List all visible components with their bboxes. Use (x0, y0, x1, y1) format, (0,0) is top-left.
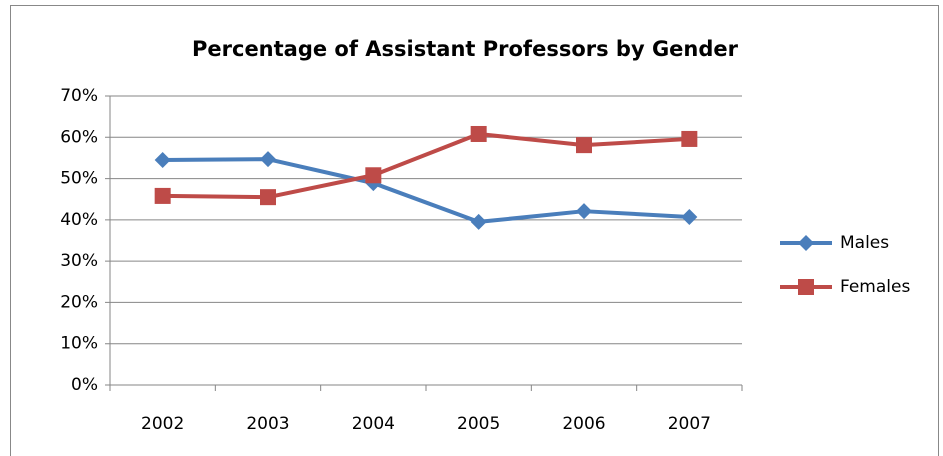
legend-label: Males (840, 233, 889, 253)
x-tick-label: 2003 (246, 414, 289, 434)
series-line (162, 131, 690, 200)
y-tick-label: 40% (60, 210, 98, 230)
y-tick-label: 20% (60, 292, 98, 312)
chart-title: Percentage of Assistant Professors by Ge… (192, 37, 739, 61)
y-tick-label: 70% (60, 86, 98, 106)
series-marker (470, 125, 487, 142)
series-marker (576, 137, 592, 154)
y-tick-label: 0% (71, 375, 98, 395)
series-marker (260, 151, 276, 168)
series-marker (154, 187, 171, 204)
x-tick-label: 2004 (352, 414, 395, 434)
chart-border (10, 5, 939, 456)
y-tick-label: 10% (60, 334, 98, 354)
x-tick-label: 2005 (457, 414, 500, 434)
y-tick-label: 60% (60, 127, 98, 147)
x-tick-label: 2007 (668, 414, 711, 434)
series-marker (154, 151, 171, 168)
y-tick-label: 30% (60, 251, 98, 271)
series-marker (576, 203, 592, 220)
series-marker (470, 213, 487, 230)
y-tick-label: 50% (60, 169, 98, 189)
series-line (162, 157, 690, 224)
legend-label: Females (840, 277, 910, 297)
legend-marker (798, 279, 814, 295)
series-marker (681, 130, 698, 147)
x-tick-label: 2002 (141, 414, 184, 434)
series-marker (365, 167, 382, 184)
series-marker (681, 208, 698, 225)
series-marker (260, 189, 276, 206)
x-tick-label: 2006 (562, 414, 605, 434)
legend-marker (798, 235, 814, 251)
